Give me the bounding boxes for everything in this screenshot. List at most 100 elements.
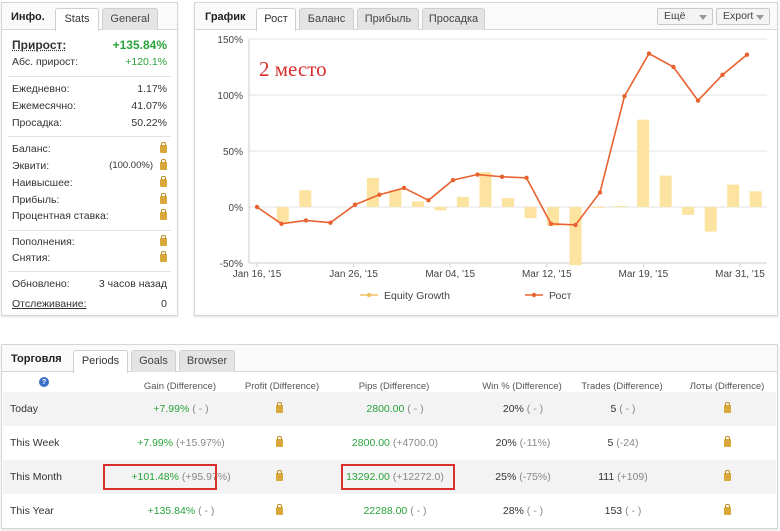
gain-cell: +101.48% (+95.97%) [101, 460, 261, 494]
trading-tabbar: Торговля Periods Goals Browser [2, 345, 777, 373]
win-cell: 28% ( - ) [463, 494, 583, 528]
gain-cell: +7.99% (+15.97%) [101, 426, 261, 460]
win-diff: (-75%) [519, 471, 551, 483]
profit-row: Прибыль: [12, 193, 167, 208]
info-panel: Инфо. Stats General Прирост: +135.84% Аб… [1, 2, 178, 316]
interest-label: Процентная ставка: [12, 210, 109, 222]
lock-icon [276, 392, 283, 426]
updated-value: 3 часов назад [98, 278, 167, 290]
growth-point [646, 51, 652, 56]
drawdown-value: 50.22% [131, 117, 167, 129]
gain-diff: ( - ) [192, 403, 209, 415]
growth-point [499, 174, 505, 179]
highlight-box-gain [103, 464, 217, 490]
period-label: This Year [10, 505, 54, 517]
trades-diff: (+109) [617, 471, 648, 483]
tracking-link[interactable]: Отслеживание: [12, 298, 87, 310]
win-diff: (-11%) [519, 437, 551, 449]
pips-cell: 22288.00 ( - ) [325, 494, 465, 528]
growth-point [352, 202, 358, 207]
tab-general[interactable]: General [102, 8, 158, 30]
help-icon[interactable]: ? [39, 377, 49, 387]
pips-value: 13292.00 [346, 471, 390, 483]
win-value: 25% [495, 471, 517, 483]
pips-diff: (+12272.0) [392, 471, 444, 483]
pips-diff: ( - ) [407, 403, 424, 415]
growth-point [671, 64, 676, 70]
growth-point [450, 177, 456, 183]
daily-label: Ежедневно: [12, 83, 70, 95]
tracking-value: 0 [161, 298, 167, 310]
pips-cell: 2800.00 (+4700.0) [325, 426, 465, 460]
info-panel-title: Инфо. [11, 11, 45, 23]
trades-value: 5 [607, 437, 614, 449]
trades-value: 5 [610, 403, 617, 415]
period-label: This Month [10, 471, 62, 483]
trading-panel-title: Торговля [11, 353, 62, 365]
tab-browser[interactable]: Browser [179, 350, 235, 372]
growth-point [548, 221, 554, 226]
lock-icon [160, 176, 167, 189]
trades-diff: ( - ) [625, 505, 642, 517]
y-tick-label: -50% [220, 259, 243, 270]
legend-marker [366, 292, 372, 298]
trades-cell: 5 ( - ) [563, 392, 683, 426]
monthly-value: 41.07% [131, 100, 167, 112]
lock-icon [160, 159, 167, 172]
lock-icon [276, 494, 283, 528]
tab-drawdown[interactable]: Просадка [422, 8, 485, 30]
gain-value: +7.99% [153, 403, 190, 415]
tab-periods[interactable]: Periods [73, 350, 128, 373]
col-lots-header: Лоты (Difference) [689, 381, 765, 392]
growth-point [475, 172, 480, 177]
more-dropdown[interactable]: Ещё [657, 8, 713, 25]
chart-panel-title: График [205, 11, 246, 23]
equity-row: Эквити: (100.00%) [12, 159, 167, 174]
growth-point [597, 190, 603, 195]
growth-line [254, 51, 750, 228]
gain-cell: +7.99% ( - ) [121, 392, 241, 426]
equity-bar [276, 207, 289, 223]
win-cell: 20% ( - ) [463, 392, 583, 426]
win-cell: 20% (-11%) [463, 426, 583, 460]
trades-cell: 153 ( - ) [563, 494, 683, 528]
tab-stats[interactable]: Stats [55, 8, 99, 31]
highest-label: Наивысшее: [12, 177, 73, 189]
growth-point [377, 192, 382, 197]
equity-bar [637, 119, 650, 207]
x-tick-label: Mar 04, '15 [425, 269, 475, 280]
win-value: 20% [502, 403, 524, 415]
lock-icon [160, 251, 167, 264]
equity-bar [749, 191, 762, 207]
info-tabbar: Инфо. Stats General [2, 3, 177, 31]
col-win-header: Win % (Difference) [482, 381, 562, 392]
legend-label[interactable]: Рост [549, 290, 572, 302]
chart-annotation: 2 место [259, 57, 327, 81]
monthly-row: Ежемесячно: 41.07% [12, 100, 167, 114]
updated-label: Обновлено: [12, 278, 70, 290]
gain-diff: (+95.97%) [181, 471, 231, 483]
growth-point [720, 72, 725, 78]
y-tick-label: 50% [223, 147, 243, 158]
legend-marker [531, 292, 537, 298]
balance-label: Баланс: [12, 143, 51, 155]
lock-icon [724, 494, 731, 528]
tab-growth[interactable]: Рост [256, 8, 296, 31]
pips-value: 2800.00 [366, 403, 405, 415]
export-dropdown[interactable]: Export [716, 8, 770, 25]
export-label: Export [723, 10, 754, 22]
tab-profit[interactable]: Прибыль [357, 8, 419, 30]
trades-cell: 5 (-24) [563, 426, 683, 460]
tab-balance[interactable]: Баланс [299, 8, 354, 30]
lock-icon [724, 426, 731, 460]
gain-label[interactable]: Прирост: [12, 38, 67, 52]
chart-tabbar: График Рост Баланс Прибыль Просадка Ещё … [195, 3, 777, 31]
tab-goals[interactable]: Goals [131, 350, 176, 372]
chart-grid [248, 38, 767, 264]
x-tick-label: Jan 26, '15 [329, 269, 378, 280]
equity-label: Эквити: [12, 160, 50, 172]
legend-label[interactable]: Equity Growth [384, 290, 450, 302]
updated-row: Обновлено: 3 часов назад [12, 278, 167, 292]
table-row: This Week +7.99% (+15.97%) 2800.00 (+470… [3, 426, 776, 460]
abs-gain-label: Абс. прирост: [12, 56, 79, 68]
